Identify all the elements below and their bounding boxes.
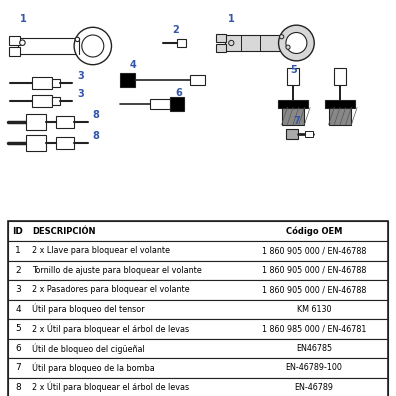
Text: 1 860 905 000 / EN-46788: 1 860 905 000 / EN-46788 xyxy=(262,266,366,275)
Text: 3: 3 xyxy=(15,285,21,294)
Circle shape xyxy=(286,32,307,53)
Bar xyxy=(8,299,388,319)
Bar xyxy=(8,280,388,299)
Bar xyxy=(8,339,388,358)
Text: 3: 3 xyxy=(77,71,84,81)
Text: KM 6130: KM 6130 xyxy=(297,305,331,314)
Bar xyxy=(282,107,305,125)
Bar xyxy=(9,36,20,45)
Text: Útil para bloqueo del tensor: Útil para bloqueo del tensor xyxy=(32,304,145,314)
Text: 2 x Llave para bloquear el volante: 2 x Llave para bloquear el volante xyxy=(32,246,170,255)
Bar xyxy=(329,107,351,125)
Bar xyxy=(8,221,388,396)
Bar xyxy=(8,261,388,280)
Bar xyxy=(170,97,184,111)
Text: EN-46789-100: EN-46789-100 xyxy=(286,363,343,372)
Bar xyxy=(305,131,313,137)
Text: 6: 6 xyxy=(175,88,182,98)
Text: 8: 8 xyxy=(15,383,21,392)
Text: 8: 8 xyxy=(92,131,99,141)
Circle shape xyxy=(228,40,234,46)
Text: 1: 1 xyxy=(20,14,27,24)
Text: 4: 4 xyxy=(130,60,137,70)
Bar xyxy=(26,114,46,130)
Bar xyxy=(26,135,46,151)
Bar xyxy=(56,116,74,128)
Text: 7: 7 xyxy=(15,363,21,372)
Text: 5: 5 xyxy=(15,324,21,333)
Bar xyxy=(8,221,388,241)
Circle shape xyxy=(20,40,25,46)
Text: 2: 2 xyxy=(15,266,21,275)
Bar xyxy=(8,358,388,377)
Bar xyxy=(215,34,226,42)
Bar xyxy=(32,77,52,89)
Circle shape xyxy=(82,35,104,57)
Bar xyxy=(32,95,52,107)
Bar xyxy=(287,68,299,85)
Text: 2 x Útil para bloquear el árbol de levas: 2 x Útil para bloquear el árbol de levas xyxy=(32,324,189,334)
Bar xyxy=(225,34,283,51)
Bar xyxy=(325,100,355,107)
Bar xyxy=(9,47,20,56)
Text: Útil para bloqueo de la bomba: Útil para bloqueo de la bomba xyxy=(32,362,155,373)
Text: 1 860 905 000 / EN-46788: 1 860 905 000 / EN-46788 xyxy=(262,246,366,255)
Text: Útil de bloqueo del cigüeñal: Útil de bloqueo del cigüeñal xyxy=(32,343,145,354)
Text: 2 x Útil para bloquear el árbol de levas: 2 x Útil para bloquear el árbol de levas xyxy=(32,382,189,392)
Bar xyxy=(278,100,308,107)
Text: 2 x Pasadores para bloquear el volante: 2 x Pasadores para bloquear el volante xyxy=(32,285,190,294)
Bar xyxy=(150,99,170,109)
Text: Tornillo de ajuste para bloquear el volante: Tornillo de ajuste para bloquear el vola… xyxy=(32,266,202,275)
Bar xyxy=(18,38,78,54)
Text: 8: 8 xyxy=(92,110,99,120)
Circle shape xyxy=(286,45,290,49)
Text: 4: 4 xyxy=(15,305,21,314)
Text: 5: 5 xyxy=(290,65,297,75)
Circle shape xyxy=(280,34,284,39)
Bar xyxy=(190,75,205,85)
Circle shape xyxy=(278,25,314,61)
Bar xyxy=(177,39,186,47)
Bar xyxy=(8,241,388,261)
Circle shape xyxy=(75,37,80,42)
Bar xyxy=(215,44,226,52)
Text: EN-46789: EN-46789 xyxy=(295,383,333,392)
Text: 1 860 985 000 / EN-46781: 1 860 985 000 / EN-46781 xyxy=(262,324,366,333)
Bar xyxy=(120,73,135,87)
Text: 1: 1 xyxy=(15,246,21,255)
Text: EN46785: EN46785 xyxy=(296,344,332,353)
Text: 7: 7 xyxy=(293,116,300,126)
Text: 3: 3 xyxy=(77,89,84,99)
Text: Código OEM: Código OEM xyxy=(286,226,342,236)
Bar xyxy=(286,129,298,139)
Text: 2: 2 xyxy=(172,25,179,35)
Text: ID: ID xyxy=(13,227,23,236)
Text: 1: 1 xyxy=(228,14,235,24)
Text: 6: 6 xyxy=(15,344,21,353)
Bar xyxy=(52,79,60,87)
Text: 1 860 905 000 / EN-46788: 1 860 905 000 / EN-46788 xyxy=(262,285,366,294)
Text: DESCRIPCIÓN: DESCRIPCIÓN xyxy=(32,227,95,236)
Bar xyxy=(334,68,346,85)
Bar xyxy=(52,97,60,105)
Bar xyxy=(8,319,388,339)
Bar xyxy=(56,137,74,149)
Bar xyxy=(8,377,388,396)
Circle shape xyxy=(74,27,112,65)
